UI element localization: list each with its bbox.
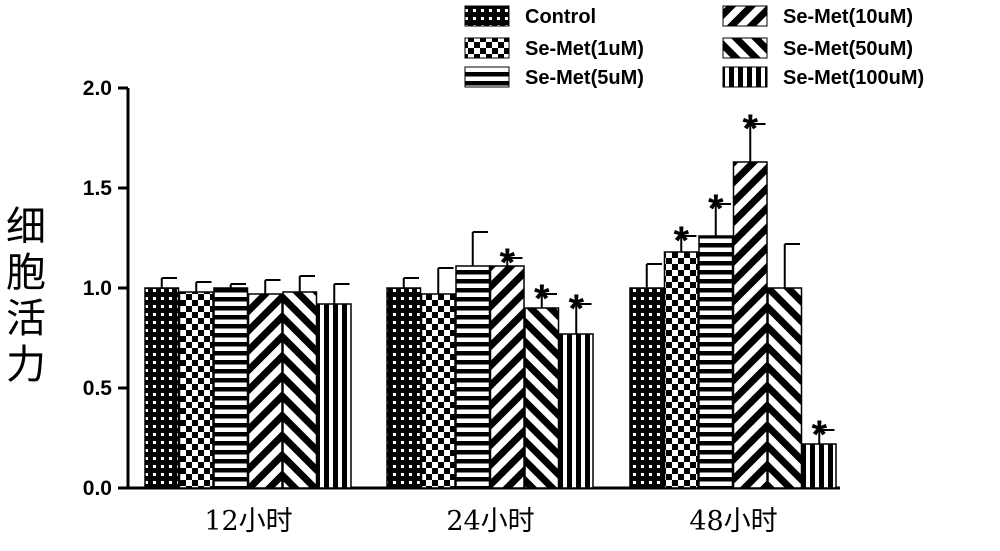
legend-label: Se-Met(1uM) (525, 38, 644, 60)
y-tick-label: 1.5 (83, 177, 113, 200)
bar-diag-down-0 (249, 294, 283, 488)
legend-label: Se-Met(5uM) (525, 67, 644, 89)
y-axis-label-group: 细胞活力 (0, 205, 45, 389)
bar-diag-down-1 (491, 266, 525, 488)
category-label: 12小时 (204, 506, 292, 537)
legend-swatch-dots (465, 6, 509, 26)
bar-dots-0 (145, 288, 179, 488)
significance-star: * (673, 219, 689, 263)
legend-swatch-diag-down (723, 6, 767, 26)
legend-label: Se-Met(50uM) (783, 38, 913, 60)
bar-vertical-0 (318, 304, 352, 488)
y-tick-label: 0.5 (83, 377, 113, 400)
bar-diag-up-0 (283, 292, 317, 488)
bar-horizontal-0 (214, 288, 248, 488)
bar-horizontal-2 (699, 236, 733, 488)
legend: Control Se-Met(1uM) Se-Met(5uM) Se-Met(10uM… (465, 6, 924, 89)
bar-checker-0 (180, 292, 214, 488)
legend-label: Se-Met(10uM) (783, 6, 913, 28)
significance-star: * (811, 413, 827, 457)
bars (145, 162, 836, 488)
bar-dots-1 (387, 288, 421, 488)
legend-swatch-diag-up (723, 38, 767, 58)
significance-star: * (534, 277, 550, 321)
bar-diag-up-2 (768, 288, 802, 488)
bar-vertical-1 (560, 334, 594, 488)
bar-dots-2 (630, 288, 664, 488)
y-tick-label: 0.0 (83, 477, 112, 500)
bar-horizontal-1 (456, 266, 490, 488)
significance-star: * (708, 187, 724, 231)
bar-diag-up-1 (525, 308, 559, 488)
legend-swatch-vertical (723, 67, 767, 87)
legend-label: Se-Met(100uM) (783, 67, 924, 89)
legend-label: Control (525, 6, 596, 28)
significance-star: * (499, 241, 515, 285)
category-label: 24小时 (446, 506, 534, 537)
category-labels: 12小时 24小时 48小时 (204, 506, 777, 537)
y-axis-label: 细胞活力 (0, 205, 45, 389)
bar-diag-down-2 (734, 162, 768, 488)
y-tick-label: 1.0 (83, 277, 112, 300)
bar-checker-2 (665, 252, 699, 488)
legend-swatch-checker (465, 38, 509, 58)
bar-checker-1 (422, 294, 456, 488)
y-tick-label: 2.0 (83, 77, 112, 100)
category-label: 48小时 (689, 506, 777, 537)
legend-swatch-horizontal (465, 67, 509, 87)
significance-star: * (568, 287, 584, 331)
significance-star: * (742, 107, 758, 151)
